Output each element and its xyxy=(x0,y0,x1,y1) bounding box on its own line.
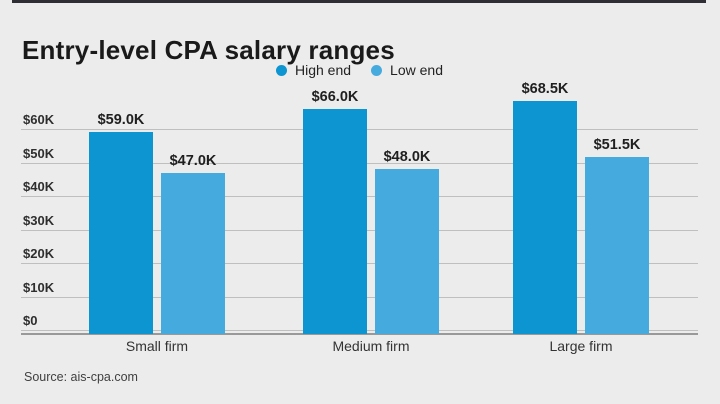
bar-value-label: $68.5K xyxy=(521,80,569,97)
bar-value-label: $48.0K xyxy=(383,149,431,166)
y-axis-tick-label: $10K xyxy=(23,279,55,295)
window-top-edge xyxy=(12,0,706,3)
legend-label: High end xyxy=(295,62,352,78)
chart-legend: High end Low end xyxy=(21,60,698,80)
bar-high-end-large-firm xyxy=(513,100,577,334)
legend-dot-icon xyxy=(371,64,383,76)
y-axis-tick-label: $30K xyxy=(23,212,55,228)
x-axis-category-label: Medium firm xyxy=(332,338,410,354)
bar-low-end-small-firm xyxy=(161,172,225,334)
bar-value-label: $66.0K xyxy=(311,88,359,105)
y-axis-tick-label: $0 xyxy=(23,313,38,328)
bar-value-label: $47.0K xyxy=(169,152,217,169)
y-axis-tick-label: $50K xyxy=(23,145,55,161)
bar-high-end-medium-firm xyxy=(303,108,367,334)
legend-label: Low end xyxy=(390,62,443,78)
bar-value-label: $59.0K xyxy=(97,112,145,129)
legend-item-high-end: High end xyxy=(276,62,351,78)
bar-low-end-medium-firm xyxy=(375,169,439,334)
y-axis-tick-label: $60K xyxy=(23,112,55,127)
legend-item-low-end: Low end xyxy=(371,62,443,78)
y-axis-tick-label: $40K xyxy=(23,179,55,194)
x-axis-category-label: Small firm xyxy=(125,338,189,354)
x-axis-category-label: Large firm xyxy=(549,338,613,354)
legend-dot-icon xyxy=(276,64,287,76)
chart-title: Entry-level CPA salary ranges xyxy=(22,35,395,66)
bar-value-label: $51.5K xyxy=(593,137,641,154)
bar-high-end-small-firm xyxy=(89,132,153,334)
bar-low-end-large-firm xyxy=(585,157,649,334)
y-axis-tick-label: $20K xyxy=(23,246,55,261)
source-note: Source: ais-cpa.com xyxy=(24,370,138,384)
x-axis-line xyxy=(21,333,698,335)
